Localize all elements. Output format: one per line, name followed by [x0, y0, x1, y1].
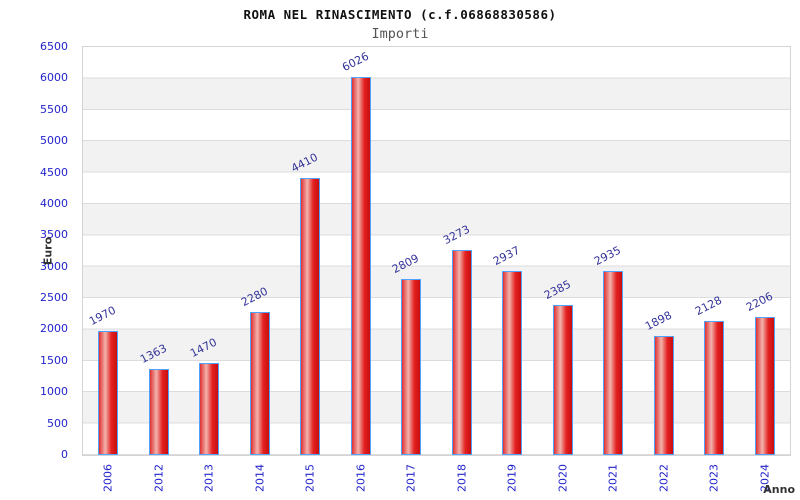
y-tick-label: 6500 [40, 40, 68, 53]
x-tick-label: 2013 [202, 464, 216, 492]
y-axis-ticks: 0 500 1000 1500 2000 2500 3000 3500 4000 4500 5000… [0, 40, 72, 461]
bar-value-label: 1970 [87, 304, 119, 329]
bar-value-label: 2128 [693, 294, 725, 319]
y-tick-label: 5500 [40, 102, 68, 116]
x-tick-label: 2018 [455, 464, 469, 492]
y-tick-label: 500 [47, 416, 68, 430]
x-tick-label: 2020 [556, 464, 570, 492]
bar-value-label: 6026 [339, 49, 371, 74]
bar-value-label: 1470 [188, 335, 220, 360]
bar-2023 [704, 321, 725, 455]
x-tick-label: 2021 [606, 464, 620, 492]
x-tick-label: 2017 [404, 464, 418, 492]
y-tick-label: 2500 [40, 291, 68, 305]
bar-value-label: 2937 [491, 243, 523, 268]
x-tick-label: 2016 [354, 464, 368, 492]
bar-2022 [653, 335, 674, 455]
bar-value-label: 2206 [743, 289, 775, 314]
y-tick-label: 4500 [40, 165, 68, 179]
y-tick-label: 5000 [40, 134, 68, 148]
bar-2016 [350, 76, 371, 455]
y-tick-label: 1000 [40, 385, 68, 399]
bar-2024 [754, 316, 775, 455]
x-tick-label: 2015 [303, 464, 317, 492]
chart-title: ROMA NEL RINASCIMENTO (c.f.06868830586) [243, 7, 557, 22]
chart-subtitle: Importi [371, 26, 429, 42]
x-tick-label: 2023 [707, 464, 721, 492]
bar-2021 [603, 270, 624, 455]
plot-area: 1970 1363 1470 2280 4410 6026 2809 3273 2937 2385… [82, 46, 791, 456]
y-tick-label: 6000 [40, 71, 68, 85]
bar-value-label: 2280 [238, 284, 270, 309]
y-tick-label: 0 [61, 448, 68, 461]
y-tick-label: 3500 [40, 228, 68, 242]
x-tick-label: 2019 [505, 464, 519, 492]
bar-value-label: 4410 [289, 150, 321, 176]
bar-2017 [401, 278, 422, 455]
bar-value-label: 1898 [642, 308, 674, 333]
x-tick-label: 2022 [657, 464, 671, 492]
bar-value-label: 2809 [390, 251, 422, 276]
bar-2015 [300, 178, 321, 455]
x-tick-label: 2012 [152, 464, 166, 492]
bar-value-label: 3273 [440, 222, 472, 247]
y-tick-label: 1500 [40, 353, 68, 367]
bar-2012 [148, 369, 169, 455]
bar-2013 [199, 362, 220, 455]
x-axis-title: Anno [763, 483, 795, 496]
y-tick-label: 4000 [40, 196, 68, 210]
x-tick-label: 2006 [101, 464, 115, 492]
bar-value-label: 2935 [592, 243, 624, 268]
y-axis-title: Euro [41, 236, 55, 266]
bar-value-label: 2385 [541, 278, 573, 303]
bar-2006 [98, 331, 119, 455]
bar-2019 [502, 270, 523, 455]
bar-2020 [552, 305, 573, 455]
bar-2014 [249, 311, 270, 455]
bar-2018 [451, 249, 472, 455]
bar-value-label: 1363 [137, 342, 169, 367]
y-tick-label: 2000 [40, 322, 68, 336]
x-tick-label: 2014 [253, 464, 267, 492]
y-tick-label: 3000 [40, 259, 68, 273]
